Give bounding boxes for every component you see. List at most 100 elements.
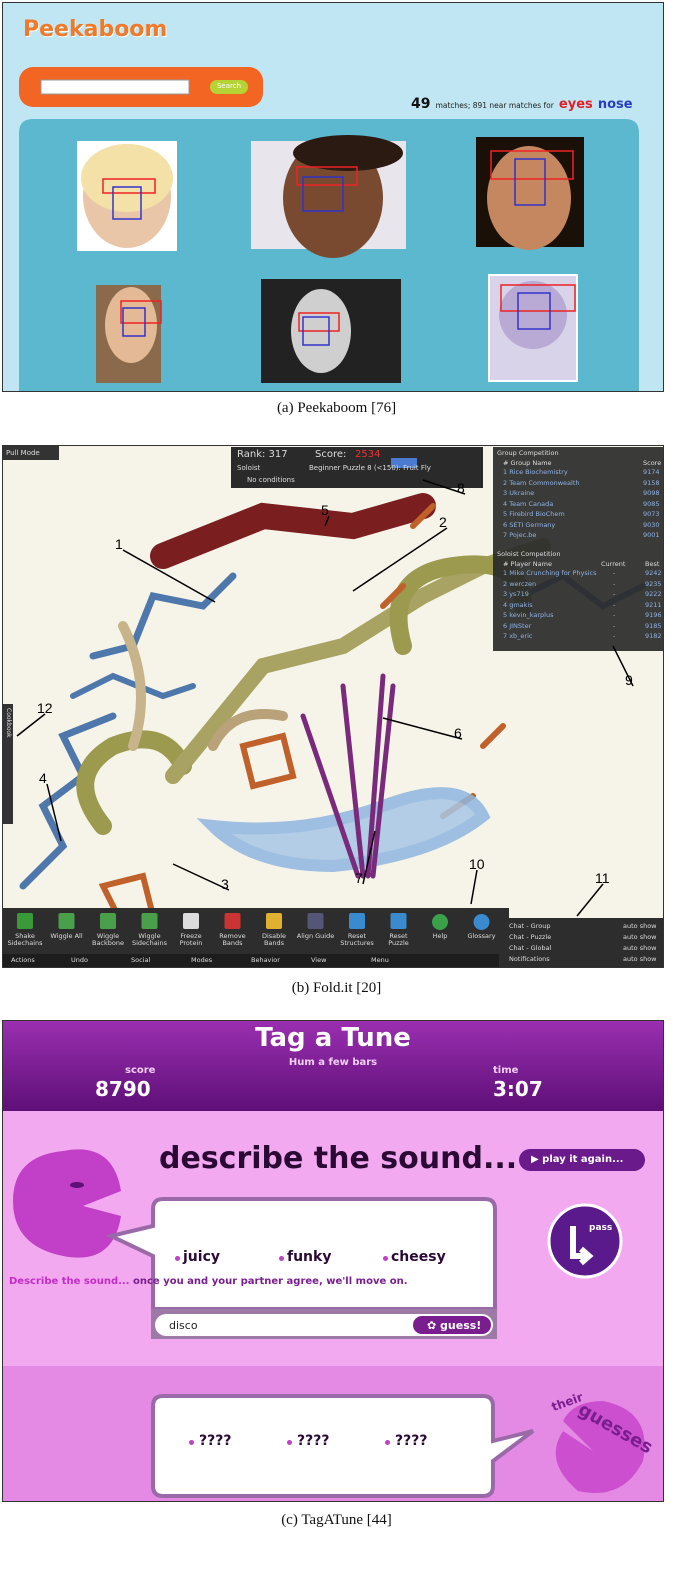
tool-button[interactable]: Remove Bands: [219, 932, 246, 947]
tag-input[interactable]: [155, 1314, 493, 1336]
callout-number: 12: [37, 700, 53, 716]
chat-option[interactable]: auto show: [623, 944, 657, 952]
tool-icon: [266, 913, 282, 929]
cookbook-tab[interactable]: [3, 704, 13, 824]
search-button[interactable]: [210, 80, 248, 94]
mode-label[interactable]: Pull Mode: [6, 449, 40, 457]
player-name: 4 gmakis: [503, 600, 533, 609]
current-score: -: [613, 632, 616, 640]
callout-arrow: [324, 515, 330, 527]
menu-item[interactable]: Undo: [71, 956, 88, 964]
menu-item[interactable]: Behavior: [251, 956, 280, 964]
tagatune-screenshot: Tag a Tune Hum a few bars score 8790 tim…: [2, 1020, 664, 1502]
tool-icon: [432, 914, 448, 930]
tool-button[interactable]: Disable Bands: [261, 932, 287, 947]
tool-icon: [224, 913, 241, 929]
menu-item[interactable]: View: [311, 956, 327, 964]
callout-arrow: [612, 645, 634, 687]
callout-arrow: [122, 549, 216, 603]
input-text[interactable]: disco: [169, 1319, 198, 1332]
search-button-label[interactable]: Search: [216, 82, 242, 90]
group-title[interactable]: Group Competition: [497, 449, 559, 457]
current-score: -: [613, 600, 616, 609]
score: 8790: [95, 1077, 151, 1101]
callout-number: 2: [439, 514, 447, 530]
chat-tab[interactable]: Chat - Puzzle: [509, 933, 552, 941]
play-again-text[interactable]: play it again...: [542, 1154, 624, 1165]
guess-button[interactable]: [413, 1316, 491, 1334]
guess-text[interactable]: guess!: [440, 1319, 482, 1332]
player-name: 2 werczen: [503, 579, 537, 588]
tool-button[interactable]: Wiggle Backbone: [91, 932, 124, 947]
soloist-title[interactable]: Soloist Competition: [497, 550, 561, 558]
score-label: score: [125, 1065, 156, 1076]
tag: juicy: [183, 1249, 220, 1265]
best-score: 9196: [645, 611, 662, 619]
chat-tab[interactable]: Chat - Global: [509, 944, 552, 952]
column-header: Best: [645, 560, 660, 568]
menu-item[interactable]: Actions: [11, 956, 35, 964]
chat-option[interactable]: auto show: [623, 933, 657, 941]
tool-button[interactable]: Shake Sidechains: [7, 932, 43, 947]
tool-button[interactable]: Help: [432, 932, 448, 940]
tagatune-overlay: juicy funky cheesy????????????: [3, 1021, 663, 1501]
cookbook-label[interactable]: Cookbook: [5, 708, 12, 738]
best-score: 9222: [645, 590, 662, 598]
chat-tab[interactable]: Notifications: [509, 955, 550, 963]
best-score: 9242: [645, 569, 662, 577]
player-type: Soloist: [237, 464, 261, 472]
group-name: 3 Ukraine: [503, 489, 535, 497]
callout-arrow: [16, 713, 46, 737]
rank: Rank: 317: [237, 449, 288, 460]
foldit-overlay: # Group Name Score 1 Rice Biochemistry 9174…: [3, 446, 663, 967]
callout-arrow: [470, 869, 478, 905]
tool-button[interactable]: Reset Structures: [340, 932, 374, 947]
tool-button[interactable]: Align Guide: [296, 932, 335, 940]
callout-arrow: [46, 783, 62, 842]
menu-item[interactable]: Modes: [191, 956, 213, 964]
pass-button[interactable]: [547, 1203, 623, 1279]
group-name: 2 Team Commonwealth: [503, 478, 580, 487]
tag: cheesy: [391, 1249, 446, 1265]
tool-icon: [58, 913, 75, 929]
column-header: Current: [601, 560, 626, 568]
chat-tab[interactable]: Chat - Group: [509, 922, 551, 930]
group-name: 5 Firebird BioChem: [503, 510, 565, 518]
protein-view: [3, 446, 663, 967]
instructions: Describe the sound... once you and your …: [9, 1275, 408, 1289]
play-again-label[interactable]: ▶ play it again...: [531, 1154, 624, 1165]
chat-option[interactable]: auto show: [623, 955, 657, 963]
caption: (b) Fold.it [20]: [291, 980, 382, 996]
search-input[interactable]: [40, 79, 190, 95]
chat-panel: [499, 918, 663, 967]
guess-bullet: [189, 1440, 194, 1445]
conditions[interactable]: No conditions: [247, 476, 295, 484]
tool-button[interactable]: Reset Puzzle: [388, 932, 409, 947]
tool-button[interactable]: Freeze Protein: [179, 932, 203, 947]
tag-bullet: [383, 1256, 388, 1261]
callout-arrow: [382, 717, 463, 740]
chat-option[interactable]: auto show: [623, 922, 657, 930]
menu-item[interactable]: Menu: [371, 956, 389, 964]
play-again-button[interactable]: [519, 1149, 645, 1171]
pass-label[interactable]: pass: [589, 1223, 613, 1233]
current-score: -: [613, 590, 616, 598]
guess-button-label[interactable]: ✿ guess!: [427, 1319, 482, 1332]
caption: (a) Peekaboom [76]: [276, 400, 397, 416]
callout-number: 3: [221, 876, 229, 892]
callout-number: 10: [469, 856, 485, 872]
logo: Peekaboom: [23, 17, 168, 42]
tool-icon: [349, 913, 365, 929]
tool-icon: [17, 913, 33, 929]
match-count: 49: [411, 96, 431, 112]
tool-button[interactable]: Glossary: [467, 932, 496, 940]
tool-icon: [390, 913, 407, 929]
tool-button[interactable]: Wiggle All: [50, 932, 83, 940]
foldit-screenshot: Pull Mode Rank: 317 Score: 2534 Soloist …: [2, 445, 664, 968]
match-text: matches; 891 near matches for: [435, 101, 554, 110]
menu-item[interactable]: Social: [131, 956, 151, 964]
tool-button[interactable]: Wiggle Sidechains: [131, 932, 168, 947]
group-score: 9085: [643, 499, 660, 508]
player-avatar: [13, 1149, 121, 1258]
timer: 3:07: [493, 1077, 543, 1101]
